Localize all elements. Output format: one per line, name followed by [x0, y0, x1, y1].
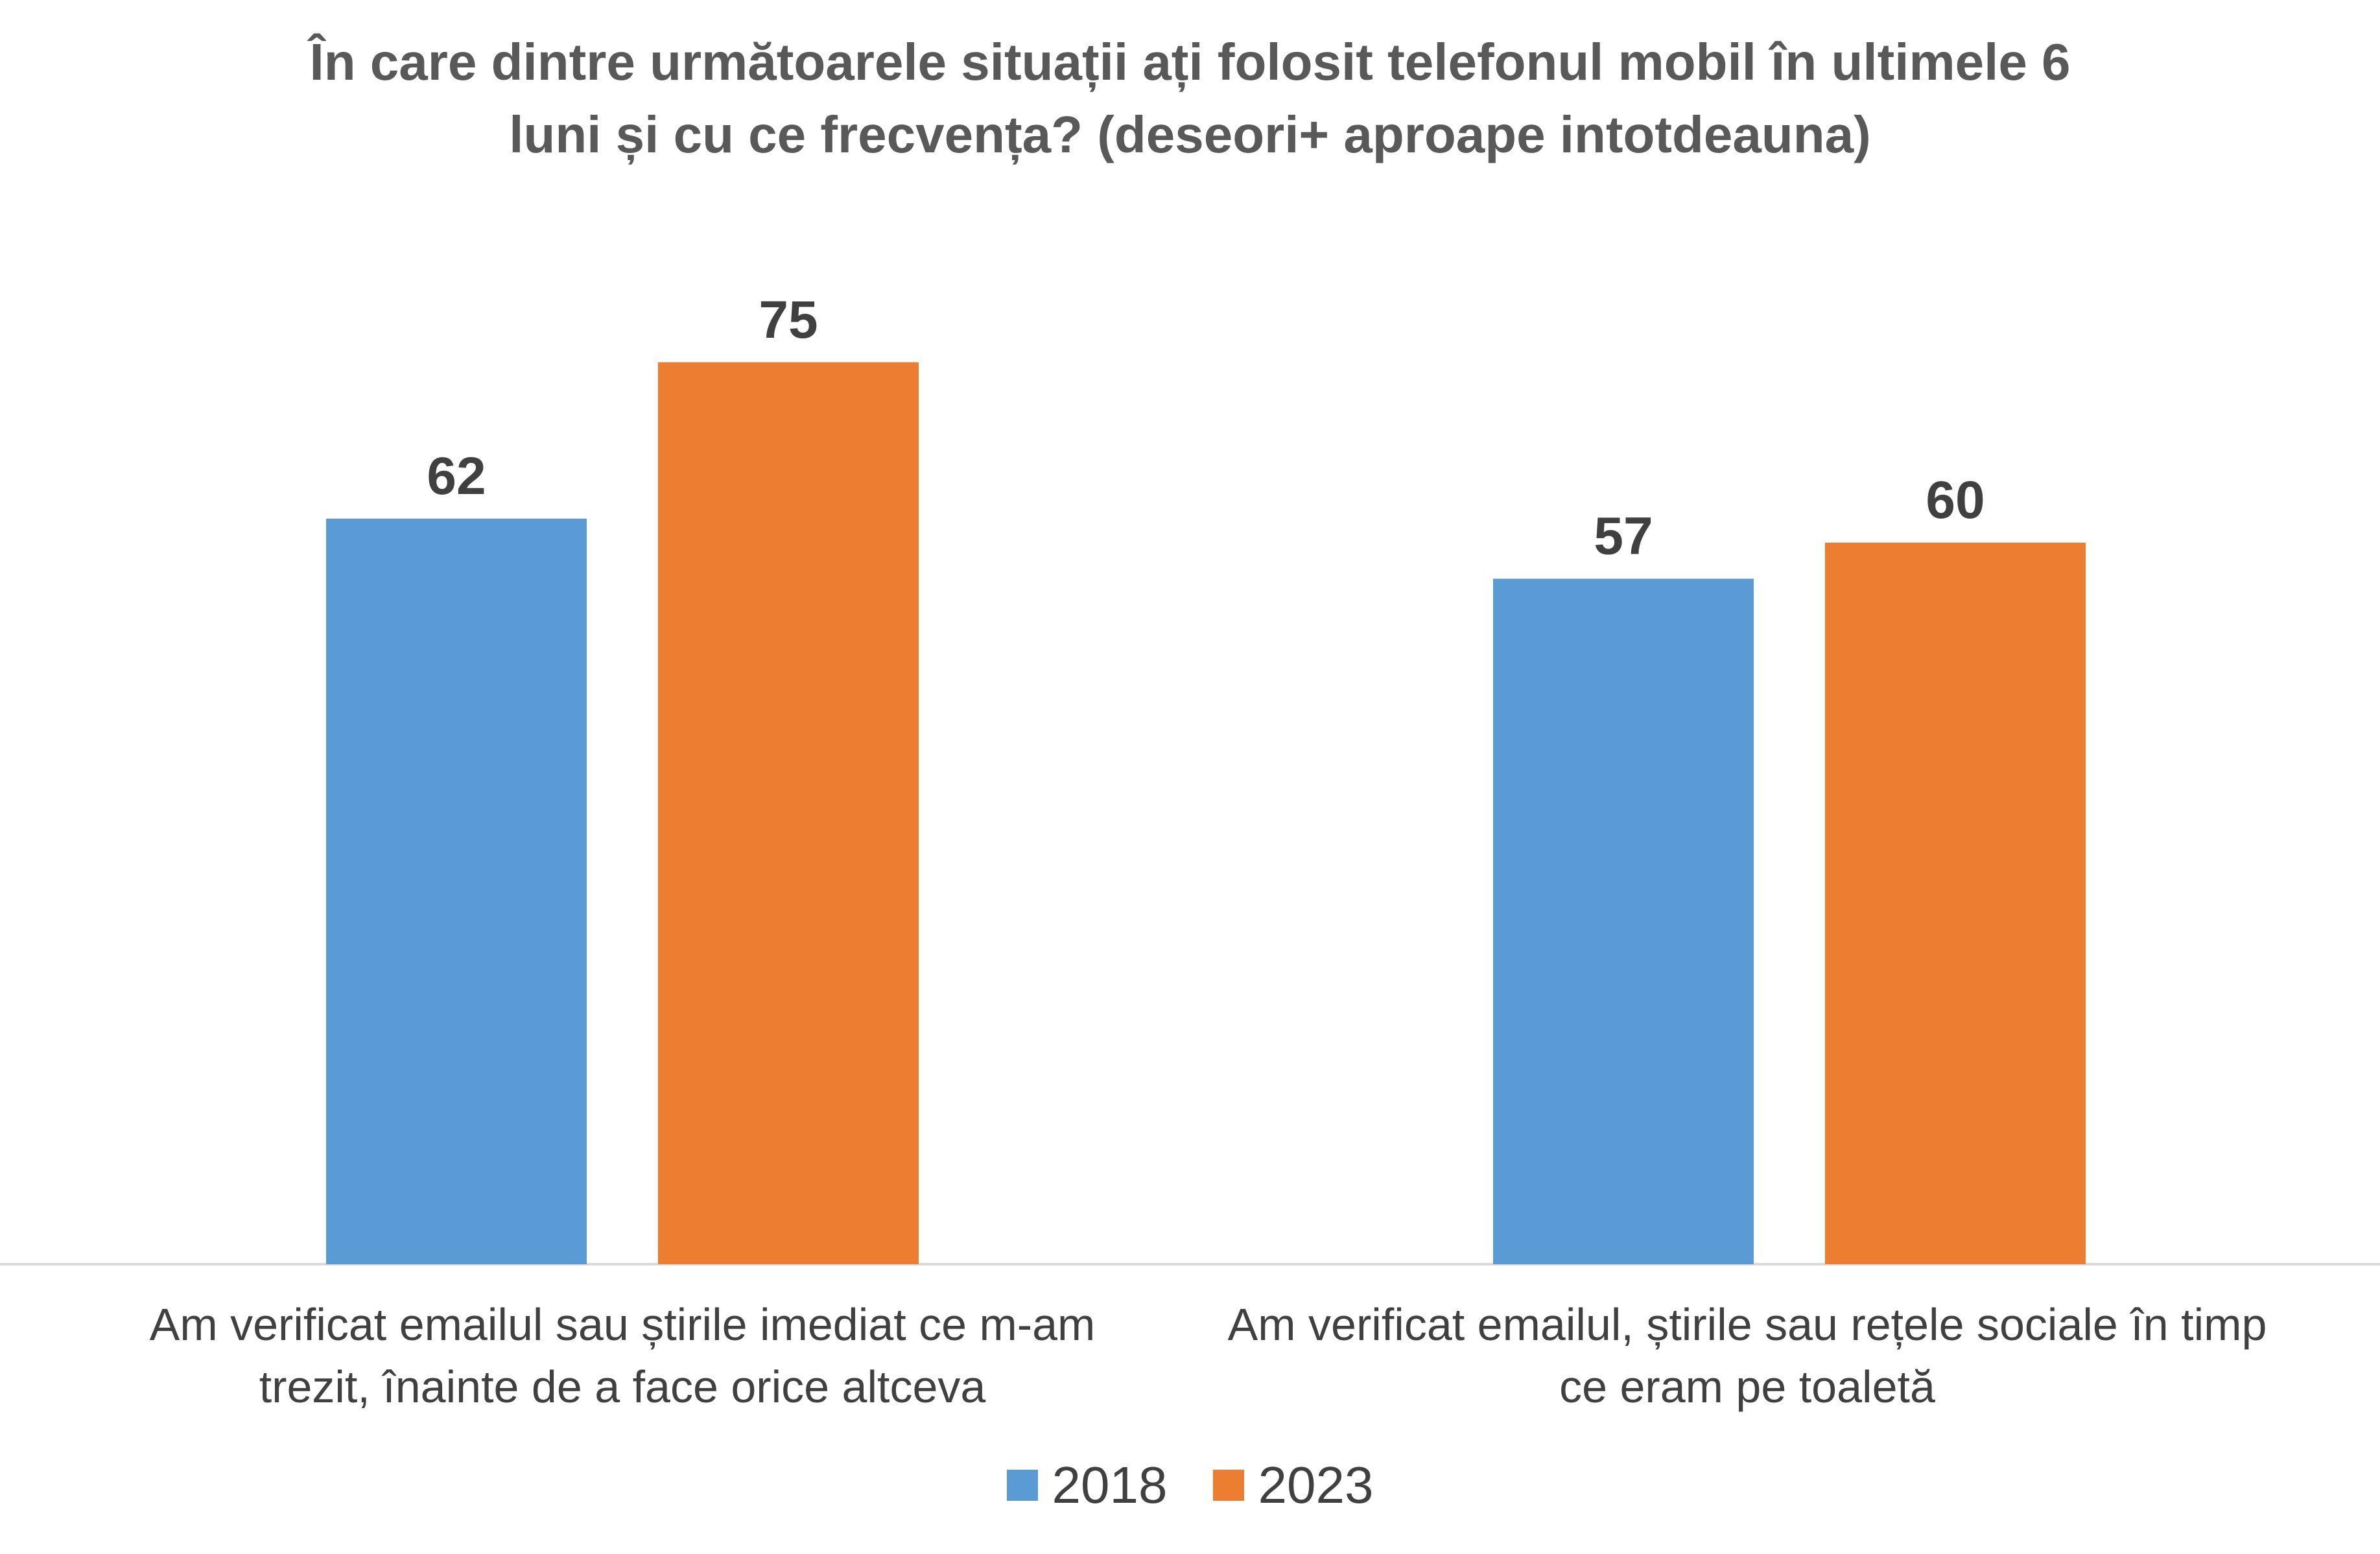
bar-2018-category-2	[1493, 578, 1754, 1264]
bar-2023-category-2	[1825, 543, 2086, 1264]
category-label-2-line-2: ce eram pe toaletă	[1559, 1361, 1935, 1412]
category-label-1-line-1: Am verificat emailul sau știrile imediat…	[149, 1299, 1096, 1350]
data-label-2018-category-1: 62	[427, 447, 486, 506]
legend: 2018 2023	[0, 1455, 2380, 1515]
data-label-2018-category-2: 57	[1594, 507, 1653, 566]
data-label-2023-category-1: 75	[759, 290, 818, 349]
category-label-1-line-2: trezit, înainte de a face orice altceva	[259, 1361, 986, 1412]
bar-2018-category-1	[326, 518, 587, 1264]
data-label-2023-category-2: 60	[1926, 471, 1985, 530]
chart-title-line-2: luni și cu ce frecvența? (deseori+ aproa…	[509, 106, 1871, 163]
legend-label-2023: 2023	[1258, 1456, 1374, 1514]
category-label-1: Am verificat emailul sau știrile imediat…	[88, 1293, 1157, 1418]
legend-item-2023: 2023	[1212, 1455, 1374, 1515]
legend-swatch-2018	[1006, 1470, 1038, 1501]
legend-swatch-2023	[1212, 1470, 1244, 1501]
category-label-2-line-1: Am verificat emailul, știrile sau rețele…	[1227, 1299, 2267, 1350]
bar-2023-category-1	[658, 362, 919, 1264]
legend-item-2018: 2018	[1006, 1455, 1168, 1515]
chart-title-line-1: În care dintre următoarele situații ați …	[309, 33, 2071, 91]
chart-title: În care dintre următoarele situații ați …	[0, 26, 2380, 171]
category-label-2: Am verificat emailul, știrile sau rețele…	[1212, 1293, 2282, 1418]
legend-label-2018: 2018	[1052, 1456, 1168, 1514]
